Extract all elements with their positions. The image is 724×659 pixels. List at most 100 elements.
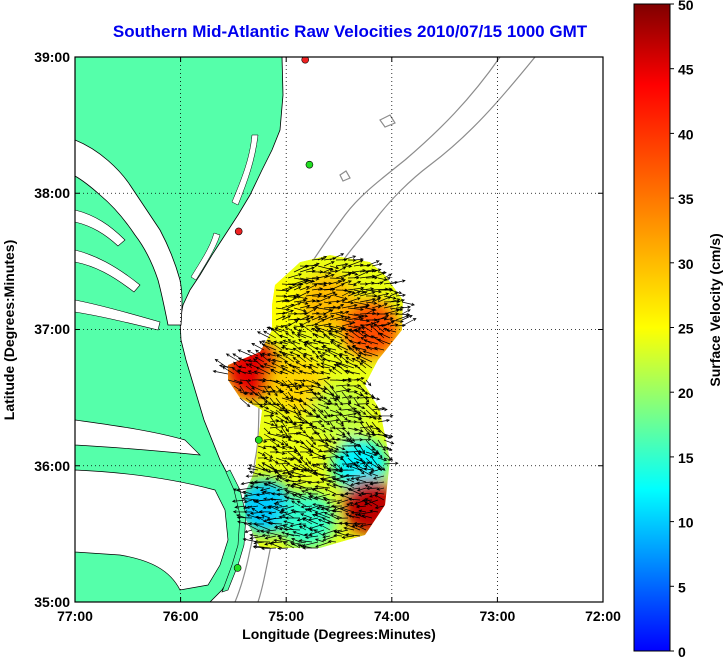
velocity-arrow	[269, 425, 285, 429]
velocity-arrow	[245, 474, 259, 478]
velocity-arrow	[347, 396, 361, 400]
velocity-arrow	[279, 340, 289, 345]
velocity-arrow	[341, 322, 353, 327]
velocity-arrow	[247, 467, 259, 471]
velocity-arrow	[371, 281, 384, 285]
velocity-arrow	[353, 521, 367, 526]
velocity-arrow	[359, 395, 370, 400]
velocity-arrow	[331, 509, 343, 513]
velocity-arrow	[353, 409, 362, 417]
velocity-arrow	[305, 403, 317, 412]
velocity-arrow	[346, 503, 355, 507]
velocity-arrow	[263, 421, 275, 427]
velocity-arrow	[245, 505, 259, 509]
colorbar-tick-label: 25	[678, 321, 694, 337]
velocity-arrow	[376, 466, 385, 471]
velocity-arrow	[370, 335, 385, 345]
velocity-arrow	[275, 475, 289, 483]
velocity-arrow	[377, 418, 391, 423]
velocity-arrow	[347, 433, 355, 443]
inactive-station-marker	[234, 227, 243, 236]
velocity-arrow	[348, 347, 361, 357]
velocity-arrow	[316, 505, 331, 510]
velocity-arrow	[255, 366, 271, 375]
x-tick-label: 77:00	[57, 608, 93, 624]
velocity-arrow	[309, 357, 319, 363]
x-tick-label: 73:00	[479, 608, 515, 624]
velocity-arrow	[373, 346, 385, 351]
velocity-arrow	[323, 291, 336, 297]
velocity-arrow	[377, 407, 388, 412]
velocity-arrow	[355, 505, 367, 509]
velocity-arrow	[332, 471, 343, 477]
velocity-arrow	[371, 397, 381, 401]
velocity-arrow	[317, 439, 329, 445]
velocity-arrow	[296, 354, 307, 363]
velocity-arrow	[257, 472, 271, 477]
velocity-arrow	[347, 290, 361, 297]
velocity-arrow	[304, 533, 313, 537]
velocity-arrow	[317, 340, 331, 345]
velocity-arrow	[345, 356, 355, 363]
active-station-marker	[254, 436, 263, 444]
velocity-arrow	[297, 475, 313, 479]
velocity-arrow	[318, 524, 331, 531]
velocity-arrow	[237, 349, 253, 357]
velocity-arrow	[297, 522, 307, 526]
velocity-arrow	[293, 457, 303, 464]
velocity-arrow	[347, 443, 361, 448]
velocity-arrow	[258, 510, 271, 514]
velocity-arrow	[274, 526, 283, 531]
velocity-arrow	[389, 319, 404, 323]
velocity-arrow	[359, 425, 374, 429]
velocity-arrow	[379, 332, 391, 339]
velocity-arrow	[345, 473, 361, 478]
velocity-arrow	[326, 483, 337, 489]
velocity-arrow	[257, 379, 266, 383]
velocity-arrow	[244, 529, 253, 533]
velocity-arrow	[275, 427, 284, 433]
velocity-arrow	[275, 315, 286, 321]
velocity-arrow	[327, 467, 343, 471]
velocity-arrow	[254, 498, 271, 503]
velocity-arrow	[323, 281, 333, 286]
velocity-arrow	[293, 391, 304, 395]
velocity-arrow	[365, 301, 378, 305]
velocity-arrow	[305, 421, 318, 429]
velocity-arrow	[287, 295, 302, 303]
velocity-arrow	[314, 471, 331, 477]
velocity-arrow	[269, 403, 283, 412]
velocity-arrow	[335, 262, 349, 267]
velocity-arrow	[231, 366, 241, 375]
velocity-arrow	[305, 316, 315, 321]
velocity-arrow	[302, 517, 319, 525]
velocity-arrow	[359, 523, 373, 528]
colorbar-tick-label: 10	[678, 515, 694, 531]
velocity-arrow	[298, 525, 307, 531]
velocity-arrow	[317, 448, 333, 453]
velocity-arrow	[338, 362, 355, 369]
velocity-arrow	[347, 316, 363, 321]
velocity-arrow	[314, 326, 331, 333]
radar-stations	[233, 57, 314, 572]
velocity-arrow	[329, 253, 345, 261]
velocity-arrow	[355, 478, 367, 483]
velocity-arrow	[269, 445, 278, 451]
velocity-arrow	[353, 431, 363, 435]
velocity-arrow	[243, 510, 253, 514]
y-tick-label: 39:00	[34, 49, 70, 65]
velocity-arrow	[269, 457, 279, 464]
velocity-arrow	[233, 379, 244, 384]
velocity-arrow	[275, 307, 291, 312]
velocity-arrow	[305, 277, 320, 281]
velocity-arrow	[251, 507, 259, 513]
velocity-arrow	[271, 362, 283, 369]
velocity-arrow	[365, 289, 382, 294]
velocity-arrow	[360, 360, 373, 369]
velocity-arrow	[302, 355, 313, 363]
velocity-arrow	[265, 475, 277, 481]
velocity-arrow	[357, 352, 373, 357]
velocity-arrow	[299, 427, 307, 434]
velocity-arrow	[305, 433, 317, 446]
velocity-arrow	[259, 487, 271, 492]
